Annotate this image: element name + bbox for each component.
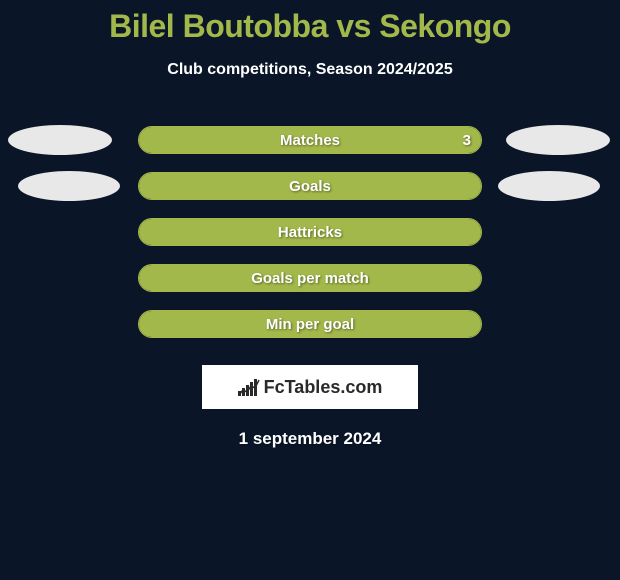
comparison-panel: Bilel Boutobba vs Sekongo Club competiti… bbox=[0, 0, 620, 580]
brand-text: FcTables.com bbox=[264, 377, 383, 398]
logo-chart-icon bbox=[238, 378, 260, 396]
stat-label: Matches bbox=[280, 132, 340, 149]
stat-row-hattricks: Hattricks bbox=[0, 209, 620, 255]
player-left-marker bbox=[18, 171, 120, 201]
stat-bar: Goals bbox=[138, 172, 482, 200]
stat-label: Hattricks bbox=[278, 224, 342, 241]
stat-row-matches: Matches 3 bbox=[0, 117, 620, 163]
date-label: 1 september 2024 bbox=[0, 429, 620, 449]
stat-bar: Goals per match bbox=[138, 264, 482, 292]
brand-logo: FcTables.com bbox=[202, 365, 418, 409]
stat-label: Goals bbox=[289, 178, 331, 195]
player-right-marker bbox=[498, 171, 600, 201]
player-right-marker bbox=[506, 125, 610, 155]
stat-row-min-per-goal: Min per goal bbox=[0, 301, 620, 347]
stat-bar: Min per goal bbox=[138, 310, 482, 338]
stat-label: Goals per match bbox=[251, 270, 369, 287]
player-left-marker bbox=[8, 125, 112, 155]
stat-bar: Matches 3 bbox=[138, 126, 482, 154]
stat-bar: Hattricks bbox=[138, 218, 482, 246]
page-title: Bilel Boutobba vs Sekongo bbox=[0, 0, 620, 45]
stat-value: 3 bbox=[463, 132, 471, 149]
stat-label: Min per goal bbox=[266, 316, 354, 333]
stat-row-goals: Goals bbox=[0, 163, 620, 209]
logo-line-icon bbox=[238, 378, 260, 396]
subtitle: Club competitions, Season 2024/2025 bbox=[0, 61, 620, 79]
stat-row-goals-per-match: Goals per match bbox=[0, 255, 620, 301]
stats-list: Matches 3 Goals Hattricks Goals per matc… bbox=[0, 117, 620, 347]
